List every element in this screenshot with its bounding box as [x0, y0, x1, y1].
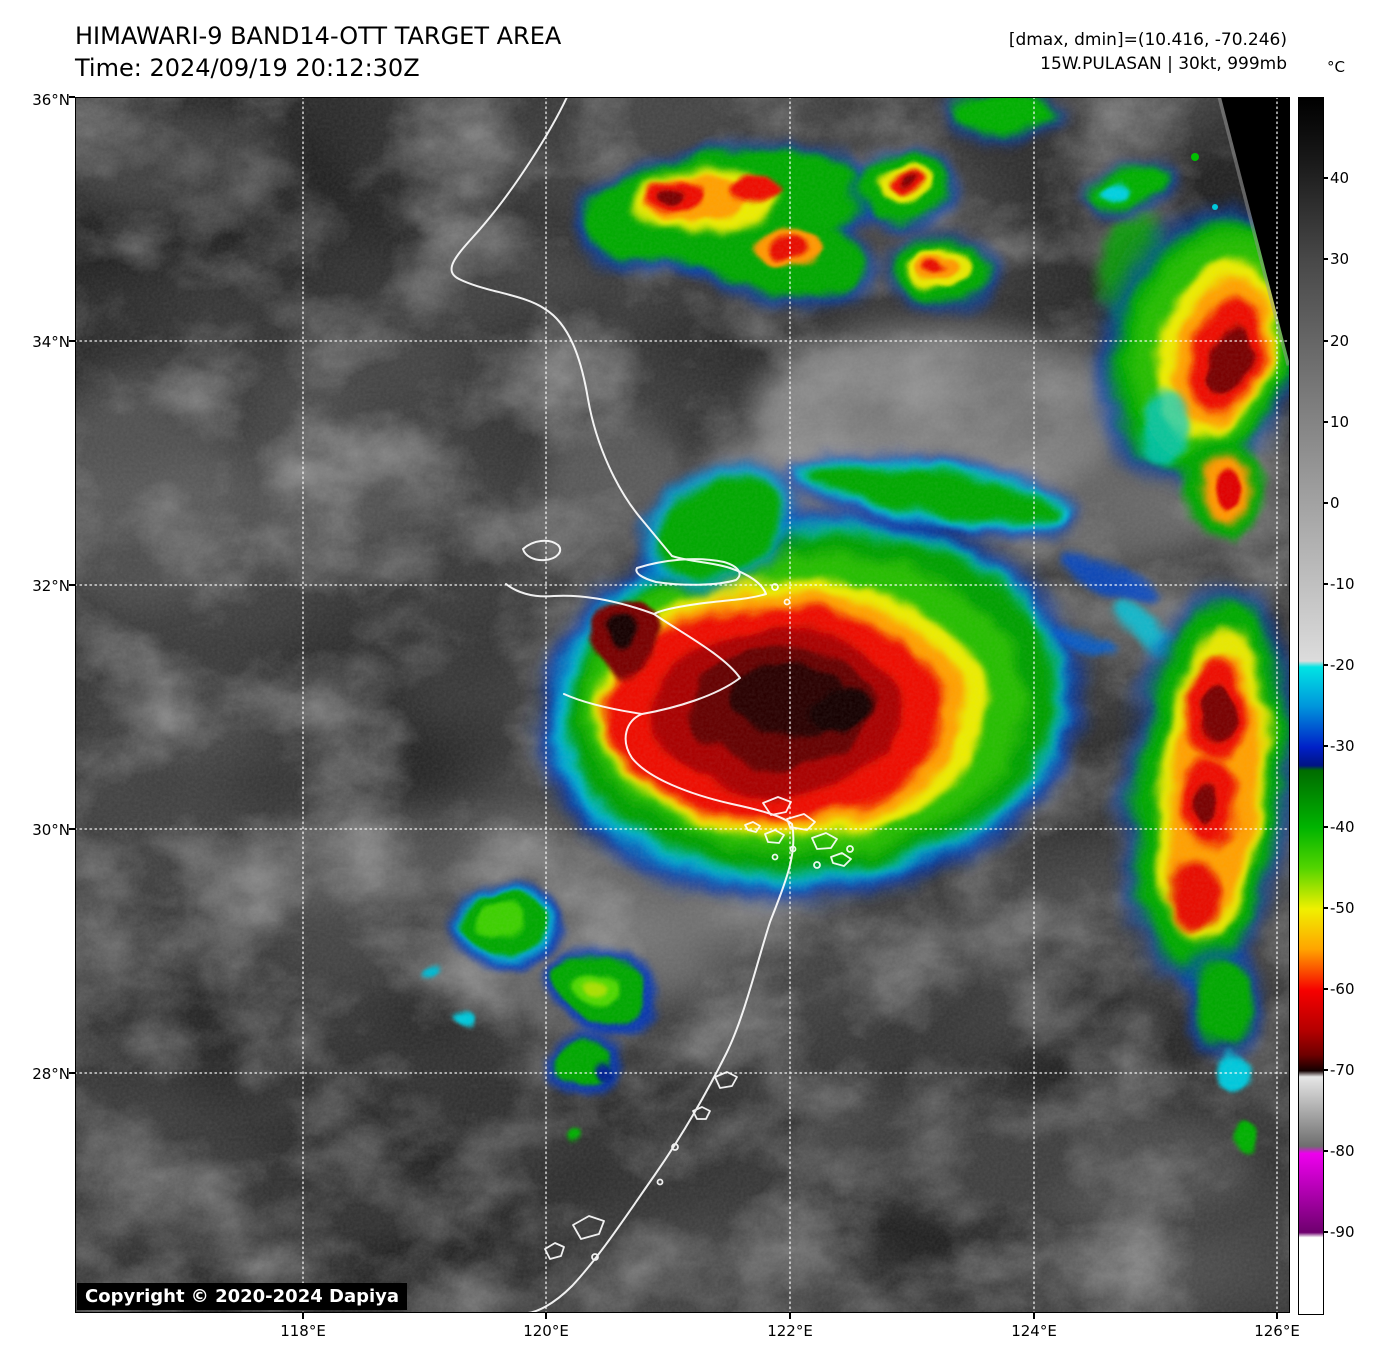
scan-edge-speck	[1212, 204, 1218, 210]
page-title: HIMAWARI-9 BAND14-OTT TARGET AREA	[75, 22, 562, 50]
lon-label-124e: 124°E	[1011, 1322, 1057, 1340]
colorbar-label-m30: -30	[1330, 737, 1355, 755]
colorbar-tick	[1323, 1150, 1328, 1152]
colorbar-label-m10: -10	[1330, 575, 1355, 593]
south-coast-islands	[544, 1071, 738, 1261]
colorbar-tick	[1323, 907, 1328, 909]
yangtze-river	[505, 583, 655, 615]
satellite-map: Copyright © 2020-2024 Dapiya	[75, 97, 1290, 1313]
scan-edge-speck	[1191, 153, 1199, 161]
timestamp: Time: 2024/09/19 20:12:30Z	[75, 54, 420, 82]
lat-tick	[69, 1072, 75, 1074]
lon-tick	[1276, 1313, 1278, 1319]
colorbar-unit: °C	[1327, 58, 1345, 76]
info-block: [dmax, dmin]=(10.416, -70.246) 15W.PULAS…	[1009, 28, 1287, 76]
colorbar-label-m80: -80	[1330, 1142, 1355, 1160]
colorbar-label-m40: -40	[1330, 818, 1355, 836]
colorbar-label-m50: -50	[1330, 899, 1355, 917]
colorbar-label-m90: -90	[1330, 1223, 1355, 1241]
lat-label-34n: 34°N	[32, 333, 70, 351]
colorbar-label-m70: -70	[1330, 1061, 1355, 1079]
colorbar-tick	[1323, 826, 1328, 828]
qiantang-river	[563, 693, 643, 715]
china-coastline	[450, 97, 795, 1313]
header: HIMAWARI-9 BAND14-OTT TARGET AREA Time: …	[75, 20, 561, 84]
dmax-dmin-readout: [dmax, dmin]=(10.416, -70.246)	[1008, 30, 1287, 50]
lat-label-36n: 36°N	[32, 91, 70, 109]
colorbar-tick	[1323, 745, 1328, 747]
colorbar-tick	[1323, 583, 1328, 585]
colorbar-tick	[1323, 1231, 1328, 1233]
colorbar-label-30: 30	[1330, 250, 1350, 268]
chongming-island	[635, 558, 741, 586]
colorbar-label-20: 20	[1330, 332, 1350, 350]
taihu-lake	[522, 539, 562, 562]
colorbar-tick	[1323, 988, 1328, 990]
no-data-wedge	[1221, 97, 1290, 365]
lon-label-118e: 118°E	[280, 1322, 326, 1340]
colorbar-tick	[1323, 258, 1328, 260]
colorbar-tick	[1323, 664, 1328, 666]
satellite-image	[75, 97, 1290, 1313]
colorbar-tick	[1323, 502, 1328, 504]
colorbar-label-m20: -20	[1330, 656, 1355, 674]
lon-label-122e: 122°E	[767, 1322, 813, 1340]
lat-tick	[69, 96, 75, 98]
lon-tick	[302, 1313, 304, 1319]
lat-label-28n: 28°N	[32, 1065, 70, 1083]
lon-tick	[789, 1313, 791, 1319]
lon-tick	[1033, 1313, 1035, 1319]
colorbar-tick	[1323, 1069, 1328, 1071]
lat-tick	[69, 584, 75, 586]
storm-info: 15W.PULASAN | 30kt, 999mb	[1040, 54, 1287, 74]
lat-label-32n: 32°N	[32, 577, 70, 595]
lon-label-126e: 126°E	[1254, 1322, 1300, 1340]
lat-tick	[69, 828, 75, 830]
lon-label-120e: 120°E	[523, 1322, 569, 1340]
colorbar-tick	[1323, 340, 1328, 342]
copyright: Copyright © 2020-2024 Dapiya	[77, 1283, 408, 1310]
temperature-colorbar	[1298, 97, 1324, 1315]
colorbar-tick	[1323, 421, 1328, 423]
colorbar-tick	[1323, 177, 1328, 179]
coastline-overlay	[450, 97, 854, 1313]
zhoushan-islands	[744, 583, 854, 869]
lat-tick	[69, 340, 75, 342]
lon-tick	[545, 1313, 547, 1319]
colorbar-label-40: 40	[1330, 169, 1350, 187]
colorbar-label-m60: -60	[1330, 980, 1355, 998]
colorbar-label-0: 0	[1330, 494, 1340, 512]
plot-frame	[75, 97, 1290, 1313]
colorbar-label-10: 10	[1330, 413, 1350, 431]
lat-label-30n: 30°N	[32, 821, 70, 839]
